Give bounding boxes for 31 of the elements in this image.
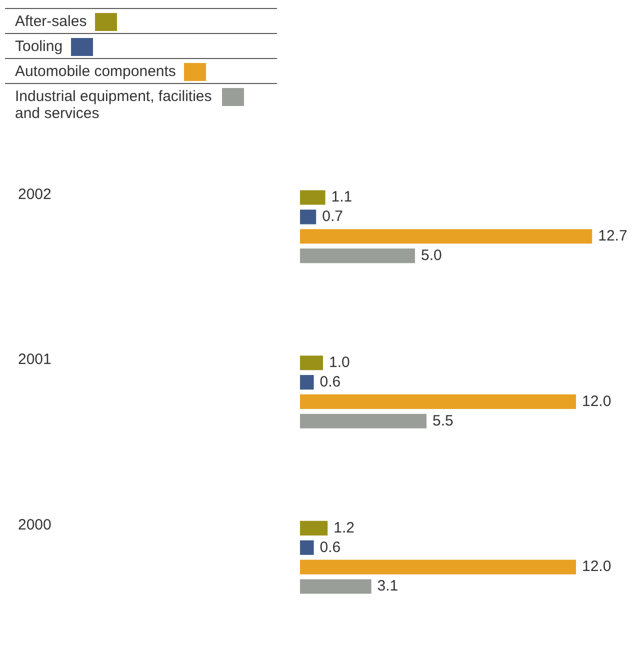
- legend-label: Industrial equipment, facilities and services: [15, 88, 213, 122]
- data-label: 1.0: [329, 354, 350, 371]
- bar: [300, 540, 314, 555]
- y-tick-label: 2002: [18, 186, 52, 203]
- data-label: 12.0: [582, 392, 612, 410]
- legend-label: Tooling: [15, 38, 63, 55]
- bar: [300, 520, 328, 536]
- y-tick-label: 2000: [18, 516, 52, 534]
- data-label: 3.1: [377, 578, 398, 595]
- bar: [300, 210, 316, 224]
- bar: [300, 394, 576, 409]
- data-label: 12.0: [582, 558, 612, 576]
- bar: [300, 414, 426, 428]
- data-label: 0.6: [320, 538, 341, 556]
- bar: [300, 579, 372, 594]
- data-label: 1.2: [334, 519, 354, 536]
- bar: [300, 375, 314, 390]
- data-label: 5.5: [432, 412, 454, 430]
- data-label: 5.0: [421, 246, 442, 264]
- data-label: 12.7: [598, 228, 628, 245]
- legend-label: After-sales: [15, 13, 87, 30]
- data-label: 0.7: [322, 208, 343, 226]
- bar: [300, 190, 326, 205]
- data-label: 0.6: [320, 373, 341, 390]
- bar: [300, 229, 592, 244]
- bar: [300, 248, 415, 264]
- bar: [300, 356, 323, 370]
- data-label: 1.1: [331, 188, 352, 206]
- legend-label: Automobile components: [15, 63, 176, 80]
- bar: [300, 560, 576, 574]
- y-tick-label: 2001: [18, 351, 52, 368]
